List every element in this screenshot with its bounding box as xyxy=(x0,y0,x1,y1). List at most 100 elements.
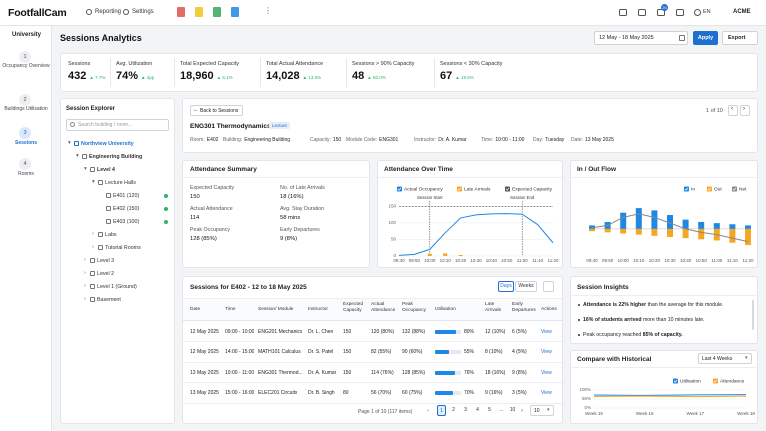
field-value: 13 May 2025 xyxy=(584,137,614,143)
pager-button[interactable] xyxy=(740,105,750,116)
room-status xyxy=(164,207,168,211)
annotation: Session Start xyxy=(417,195,443,200)
cell: 12 (10%) xyxy=(485,328,506,335)
pager-button[interactable] xyxy=(728,105,738,116)
insight-text: Attendance is 22% higher xyxy=(583,302,647,308)
app-icon[interactable] xyxy=(213,7,221,17)
legend-check xyxy=(457,187,462,191)
back-button[interactable] xyxy=(190,105,243,116)
cell: 80% xyxy=(464,328,475,335)
bar xyxy=(698,228,705,240)
toggle-button[interactable]: Weeks xyxy=(515,281,537,292)
toolbar-icon[interactable] xyxy=(638,9,646,16)
summary-label: Early Departures xyxy=(280,227,320,233)
step-circle[interactable]: 2 xyxy=(19,94,31,106)
view-link[interactable]: View xyxy=(541,390,552,396)
step-circle[interactable]: 3 xyxy=(19,127,31,139)
cell: ENG201 Mechanics xyxy=(258,328,303,335)
annotation: Session End xyxy=(510,195,535,200)
step-label[interactable]: Buildings Utilisation xyxy=(4,106,48,112)
language[interactable]: EN xyxy=(703,9,711,15)
insight: Peak occupancy reached 85% of capacity. xyxy=(583,332,683,338)
bar xyxy=(651,228,658,236)
app-icon[interactable] xyxy=(177,7,185,17)
page-button[interactable]: 10 xyxy=(509,407,516,413)
cell: 114 (76%) xyxy=(371,369,394,376)
back-label: Back to Sessions xyxy=(200,107,239,114)
room-status xyxy=(164,220,168,224)
page-button[interactable]: 5 xyxy=(488,407,491,413)
view-link[interactable]: View xyxy=(541,369,552,376)
x-tick-label: 09:40 xyxy=(586,258,598,263)
column-header: Time xyxy=(225,307,236,312)
step-label[interactable]: Rooms xyxy=(18,171,34,177)
step-circle[interactable]: 1 xyxy=(19,51,31,63)
kpi-label: Avg. Utilization xyxy=(116,61,153,67)
page-size-select[interactable] xyxy=(530,405,554,416)
page-prev: ‹ xyxy=(427,408,429,414)
cell: ENG301 Thermod... xyxy=(258,369,303,376)
view-link[interactable]: View xyxy=(541,328,552,335)
session-detail xyxy=(182,98,758,153)
tree-item[interactable]: Level 3 xyxy=(97,258,115,264)
detail-field: Time: 10:00 - 11:00 xyxy=(481,137,524,143)
page-button[interactable]: ... xyxy=(499,407,504,413)
series-line xyxy=(398,213,554,256)
tree-icon xyxy=(106,206,111,211)
tree-caret: › xyxy=(92,244,94,250)
tree-item[interactable]: E401 (120) xyxy=(113,193,140,199)
period-select[interactable] xyxy=(698,353,752,364)
step-label[interactable]: Occupancy Overview xyxy=(2,63,50,69)
cell: 12 May 2025 xyxy=(190,328,219,335)
legend-label: Actual Occupancy xyxy=(404,186,443,192)
view-link[interactable]: View xyxy=(541,349,552,355)
x-tick-label: 10:00 xyxy=(424,258,436,263)
toolbar-icon[interactable] xyxy=(619,9,627,16)
account[interactable]: ACME xyxy=(733,9,751,15)
kpi-separator xyxy=(174,58,175,87)
search-box[interactable] xyxy=(66,119,169,131)
x-tick-label: 11:10 xyxy=(727,258,738,263)
tree-item[interactable]: E402 (150) xyxy=(113,206,140,212)
page-button[interactable]: 3 xyxy=(464,407,467,413)
kpi-label: Sessions xyxy=(68,61,91,67)
tree-item[interactable]: E403 (100) xyxy=(113,219,140,225)
calendar-button[interactable] xyxy=(543,281,554,292)
legend-checkbox xyxy=(707,186,712,192)
more-menu: ⋮ xyxy=(264,6,272,15)
nav-item[interactable]: Reporting xyxy=(95,8,122,15)
step-circle[interactable]: 4 xyxy=(19,158,31,170)
detail-field: Instructor: Dr. A. Kumar xyxy=(414,137,467,143)
tree-item[interactable]: Tutorial Rooms xyxy=(105,245,141,251)
apply-button[interactable]: Apply xyxy=(693,31,718,45)
kpi-change: ▲ 19.6% xyxy=(455,75,474,80)
tree-item[interactable]: Labs xyxy=(105,232,117,238)
step-label[interactable]: Sessions xyxy=(15,140,37,146)
field-label: Time: xyxy=(481,137,494,143)
cell: 56 (70%) xyxy=(371,390,392,396)
date-input[interactable] xyxy=(594,31,688,45)
toggle-button[interactable]: Days xyxy=(498,281,514,292)
nav-item[interactable]: Settings xyxy=(132,8,154,15)
app-icon[interactable] xyxy=(195,7,203,17)
toolbar-icon[interactable] xyxy=(676,9,684,16)
page-button[interactable]: 2 xyxy=(452,407,455,413)
tree-item[interactable]: Lecture Halls xyxy=(105,180,136,186)
tree-item[interactable]: Basement xyxy=(97,297,121,303)
column-header: Expected Capacity xyxy=(343,302,364,313)
page-next: › xyxy=(521,408,523,414)
legend-checkbox xyxy=(457,186,462,192)
insight-text: 16% of students arrived xyxy=(583,317,642,323)
tree-item[interactable]: Level 4 xyxy=(97,167,115,173)
cell: 6 (5%) xyxy=(512,328,527,335)
page-button[interactable]: 1 xyxy=(437,405,446,416)
page-button[interactable]: 4 xyxy=(476,407,479,413)
app-icon[interactable] xyxy=(231,7,239,17)
tree-item[interactable]: Engineering Building xyxy=(89,154,143,160)
tree-item[interactable]: Northview University xyxy=(81,141,134,147)
cell: 18 (16%) xyxy=(485,369,506,376)
card-title: Compare with Historical xyxy=(577,356,652,363)
tree-item[interactable]: Level 2 xyxy=(97,271,115,277)
tree-item[interactable]: Level 1 (Ground) xyxy=(97,284,137,290)
export-button[interactable] xyxy=(722,31,758,45)
